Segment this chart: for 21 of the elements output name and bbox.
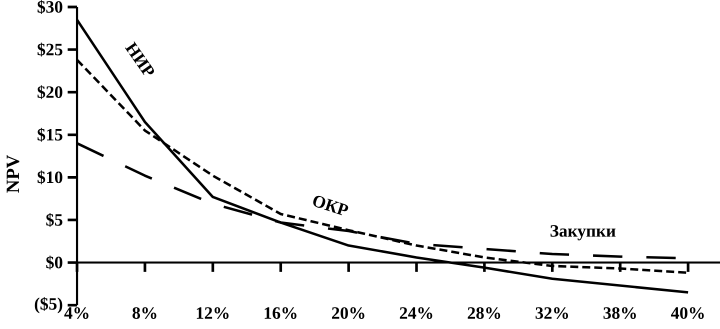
x-tick-label: 20% [332, 307, 364, 319]
y-tick-label: $15 [38, 128, 62, 142]
x-tick-label: 4% [64, 307, 88, 319]
x-tick-label: 8% [132, 307, 156, 319]
x-tick-label: 40% [670, 307, 704, 319]
x-tick-label: 16% [264, 307, 296, 319]
y-tick-label: $10 [38, 170, 62, 184]
y-tick-label: $5 [46, 212, 62, 227]
y-tick-label: $30 [38, 0, 62, 14]
x-tick-label: 28% [468, 307, 500, 319]
series-label: Закупки [550, 225, 616, 240]
y-tick-label: ($5) [34, 296, 62, 314]
y-tick-label: $0 [46, 256, 62, 270]
x-tick-label: 38% [604, 307, 636, 319]
y-tick-label: $20 [38, 85, 62, 100]
x-tick-label: 32% [536, 307, 568, 319]
y-tick-label: $25 [38, 42, 62, 56]
text: ОКР [313, 196, 348, 216]
x-tick-label: 12% [196, 307, 229, 319]
y-axis-title: NPV [6, 154, 20, 193]
x-tick-label: 24% [400, 307, 432, 319]
